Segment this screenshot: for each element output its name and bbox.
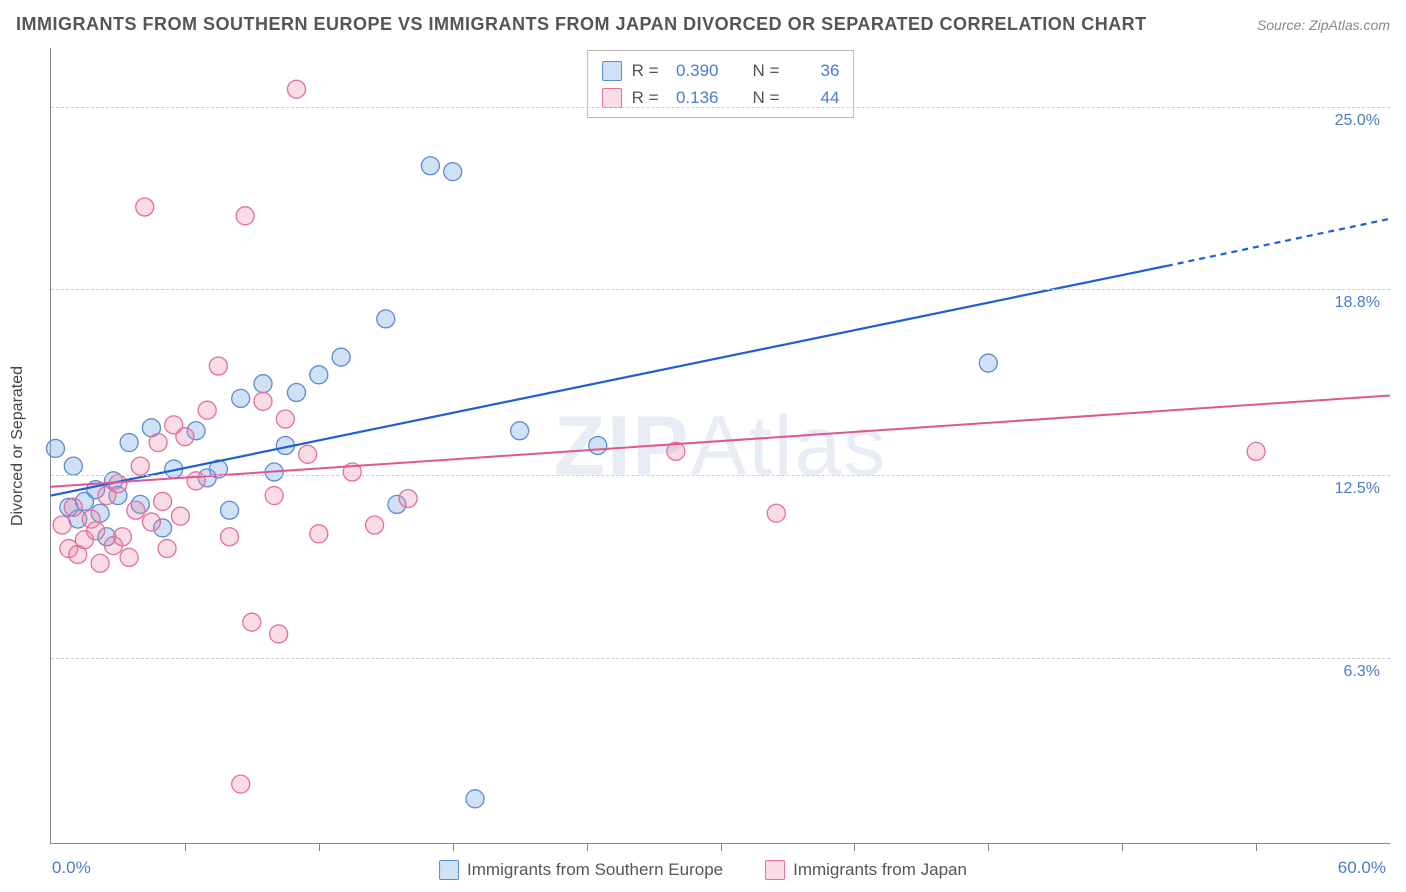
swatch-icon	[765, 860, 785, 880]
x-tick	[587, 843, 588, 851]
legend-item: Immigrants from Southern Europe	[439, 860, 723, 880]
gridline	[51, 658, 1390, 659]
plot-area: ZIPAtlas R = 0.390 N = 36 R = 0.136 N = …	[50, 48, 1390, 844]
x-axis-max-label: 60.0%	[1338, 858, 1386, 878]
x-tick	[1256, 843, 1257, 851]
y-tick-label: 12.5%	[1335, 480, 1380, 498]
trendline	[51, 395, 1390, 486]
x-tick	[319, 843, 320, 851]
legend-text: N =	[753, 57, 780, 84]
gridline	[51, 107, 1390, 108]
gridline	[51, 475, 1390, 476]
legend-row-series-1: R = 0.390 N = 36	[602, 57, 840, 84]
legend-label: Immigrants from Japan	[793, 860, 967, 880]
swatch-icon	[602, 61, 622, 81]
swatch-icon	[439, 860, 459, 880]
series-legend: Immigrants from Southern Europe Immigran…	[439, 860, 967, 880]
n-value: 36	[789, 57, 839, 84]
trendline-extrapolated	[1167, 219, 1390, 266]
gridline	[51, 289, 1390, 290]
plot-wrapper: ZIPAtlas R = 0.390 N = 36 R = 0.136 N = …	[50, 48, 1390, 844]
page-title: IMMIGRANTS FROM SOUTHERN EUROPE VS IMMIG…	[16, 14, 1147, 35]
x-axis-min-label: 0.0%	[52, 858, 91, 878]
x-tick	[1122, 843, 1123, 851]
r-value: 0.390	[669, 57, 719, 84]
y-axis-label: Divorced or Separated	[9, 366, 27, 526]
y-tick-label: 18.8%	[1335, 294, 1380, 312]
correlation-legend: R = 0.390 N = 36 R = 0.136 N = 44	[587, 50, 855, 118]
x-tick	[854, 843, 855, 851]
y-tick-label: 6.3%	[1344, 663, 1380, 681]
x-tick	[453, 843, 454, 851]
y-tick-label: 25.0%	[1335, 112, 1380, 130]
title-bar: IMMIGRANTS FROM SOUTHERN EUROPE VS IMMIG…	[16, 14, 1390, 35]
trendline-layer	[51, 48, 1390, 843]
legend-text: R =	[632, 57, 659, 84]
legend-label: Immigrants from Southern Europe	[467, 860, 723, 880]
x-tick	[185, 843, 186, 851]
swatch-icon	[602, 88, 622, 108]
legend-item: Immigrants from Japan	[765, 860, 967, 880]
trendline	[51, 266, 1167, 496]
x-tick	[721, 843, 722, 851]
source-label: Source: ZipAtlas.com	[1257, 17, 1390, 33]
x-tick	[988, 843, 989, 851]
